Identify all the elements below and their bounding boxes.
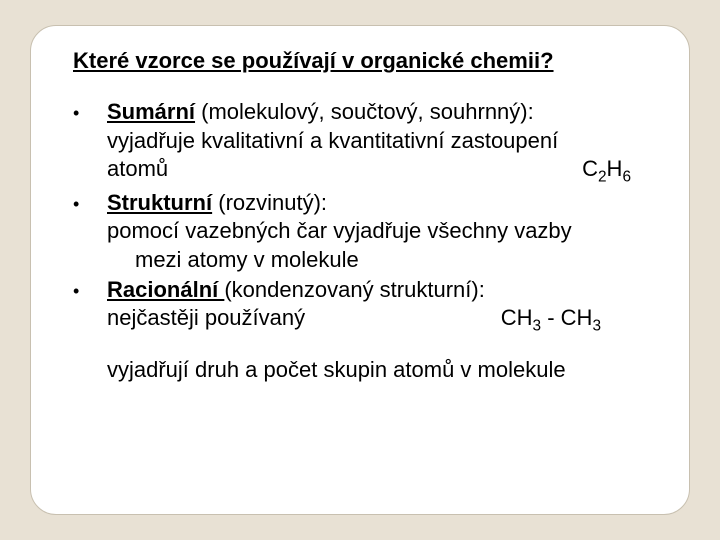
item-head: Racionální (kondenzovaný strukturní): xyxy=(107,276,485,305)
bullet-icon: • xyxy=(73,280,107,303)
item-desc-line: vyjadřují druh a počet skupin atomů v mo… xyxy=(107,356,657,384)
item-desc-line: vyjadřuje kvalitativní a kvantitativní z… xyxy=(107,127,657,155)
spacer xyxy=(73,336,657,356)
item-head-bold: Racionální xyxy=(107,277,224,302)
item-desc-line: mezi atomy v molekule xyxy=(135,246,657,274)
content-card: Které vzorce se používají v organické ch… xyxy=(30,25,690,515)
list-item: • Racionální (kondenzovaný strukturní): … xyxy=(73,276,657,385)
item-heading: • Strukturní (rozvinutý): xyxy=(73,189,657,218)
chem-formula: CH3 - CH3 xyxy=(501,304,691,336)
item-heading: • Racionální (kondenzovaný strukturní): xyxy=(73,276,657,305)
item-desc-left: nejčastěji používaný xyxy=(107,304,305,336)
item-head-rest: (kondenzovaný strukturní): xyxy=(224,277,484,302)
bullet-icon: • xyxy=(73,102,107,125)
item-head-bold: Sumární xyxy=(107,99,195,124)
item-head-rest: (molekulový, součtový, souhrnný): xyxy=(195,99,534,124)
item-desc-left: atomů xyxy=(107,155,168,187)
item-head-bold: Strukturní xyxy=(107,190,212,215)
chem-formula: C2H6 xyxy=(582,155,691,187)
slide-title: Které vzorce se používají v organické ch… xyxy=(73,48,657,74)
item-desc-formula-row: nejčastěji používaný CH3 - CH3 xyxy=(107,304,691,336)
item-head: Strukturní (rozvinutý): xyxy=(107,189,327,218)
list-item: • Sumární (molekulový, součtový, souhrnn… xyxy=(73,98,657,187)
bullet-icon: • xyxy=(73,193,107,216)
item-desc-line: pomocí vazebných čar vyjadřuje všechny v… xyxy=(107,217,657,245)
item-head: Sumární (molekulový, součtový, souhrnný)… xyxy=(107,98,534,127)
item-heading: • Sumární (molekulový, součtový, souhrnn… xyxy=(73,98,657,127)
item-head-rest: (rozvinutý): xyxy=(212,190,327,215)
list-item: • Strukturní (rozvinutý): pomocí vazebný… xyxy=(73,189,657,274)
item-desc-formula-row: atomů C2H6 xyxy=(107,155,691,187)
